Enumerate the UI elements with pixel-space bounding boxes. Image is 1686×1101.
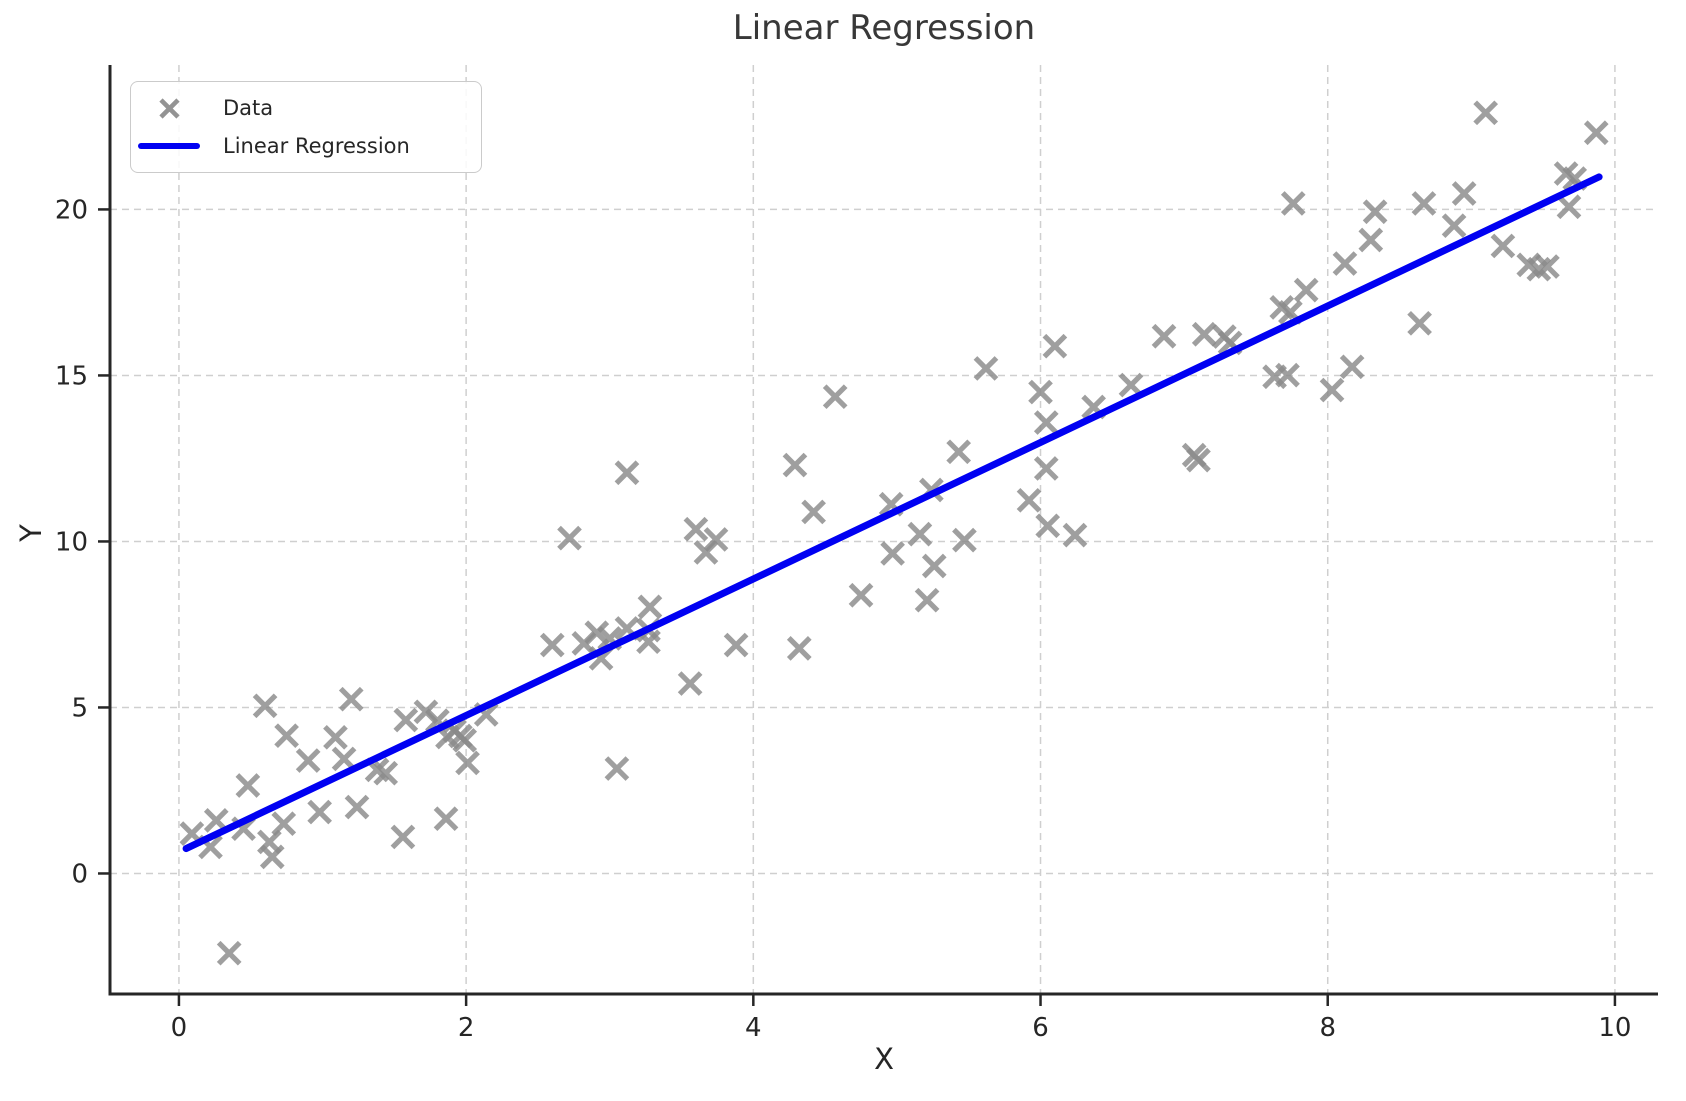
y-axis-label: Y xyxy=(14,524,48,542)
y-tick-label: 0 xyxy=(71,859,88,889)
data-point-marker xyxy=(295,748,321,773)
data-point-marker xyxy=(614,460,640,486)
data-point-marker xyxy=(1293,277,1319,303)
data-point-marker xyxy=(1033,410,1059,435)
data-point-marker xyxy=(914,587,940,613)
data-point-marker xyxy=(259,844,285,870)
data-point-marker xyxy=(455,750,480,776)
data-point-marker xyxy=(1028,379,1053,405)
data-point-marker xyxy=(786,636,812,661)
data-point-marker xyxy=(723,632,749,658)
y-tick-label: 20 xyxy=(55,195,88,225)
x-tick-label: 6 xyxy=(1032,1013,1049,1043)
data-point-marker xyxy=(307,799,332,825)
legend-item-data: Data xyxy=(131,89,481,127)
data-point-marker xyxy=(1016,487,1042,513)
data-point-marker xyxy=(390,824,416,850)
data-point-marker xyxy=(637,594,663,620)
data-point-marker xyxy=(252,693,278,719)
legend: Data Linear Regression xyxy=(130,81,482,173)
data-point-marker xyxy=(1407,310,1432,336)
data-point-marker xyxy=(1358,227,1384,253)
data-point-marker xyxy=(539,632,565,658)
x-tick-label: 8 xyxy=(1319,1013,1336,1043)
data-point-marker xyxy=(1411,191,1437,216)
data-point-marker xyxy=(880,541,905,566)
y-tick-label: 5 xyxy=(71,693,88,723)
y-tick-label: 10 xyxy=(55,527,88,557)
x-axis-label: X xyxy=(874,1042,894,1076)
data-point-marker xyxy=(338,686,364,712)
data-point-marker xyxy=(907,521,933,547)
data-point-marker xyxy=(344,794,370,820)
data-point-marker xyxy=(1583,120,1609,146)
legend-item-regression: Linear Regression xyxy=(131,127,481,165)
data-point-marker xyxy=(1556,194,1582,220)
data-point-marker xyxy=(1042,333,1068,359)
data-point-marker xyxy=(1490,233,1516,259)
data-point-marker xyxy=(1062,522,1088,548)
data-point-marker xyxy=(1151,323,1177,349)
x-tick-label: 2 xyxy=(458,1013,475,1043)
data-point-marker xyxy=(433,806,459,832)
data-point-marker xyxy=(274,723,299,749)
data-point-marker xyxy=(1473,100,1499,126)
legend-label-data: Data xyxy=(223,96,274,120)
data-point-marker xyxy=(683,516,709,542)
data-point-marker xyxy=(452,727,478,753)
data-point-marker xyxy=(604,756,630,781)
data-point-marker xyxy=(331,746,357,772)
data-point-marker xyxy=(1280,191,1306,216)
data-point-marker xyxy=(1191,321,1217,347)
chart-title: Linear Regression xyxy=(732,8,1036,48)
data-point-marker xyxy=(216,940,242,966)
data-point-marker xyxy=(584,620,610,646)
data-point-marker xyxy=(1535,254,1560,279)
data-point-marker xyxy=(946,439,972,465)
data-point-marker xyxy=(323,725,348,750)
data-point-marker xyxy=(848,582,874,608)
data-point-marker xyxy=(235,773,261,798)
data-point-marker xyxy=(393,707,419,733)
legend-label-regression: Linear Regression xyxy=(223,134,410,158)
data-point-marker xyxy=(1362,199,1388,225)
line-swatch-icon xyxy=(131,142,207,150)
x-tick-label: 10 xyxy=(1598,1013,1631,1043)
data-point-marker xyxy=(703,527,729,552)
data-point-marker xyxy=(677,671,703,696)
data-point-marker xyxy=(1441,213,1467,239)
data-point-marker xyxy=(973,356,999,381)
data-point-marker xyxy=(921,553,947,579)
regression-line xyxy=(182,173,1603,853)
data-point-marker xyxy=(1332,251,1358,276)
x-tick-label: 4 xyxy=(745,1013,762,1043)
data-point-marker xyxy=(952,527,977,553)
data-point-marker xyxy=(801,499,826,525)
data-point-marker xyxy=(1339,354,1365,380)
x-marker-icon xyxy=(131,95,207,122)
data-point-marker xyxy=(1275,362,1300,388)
y-tick-label: 15 xyxy=(55,361,88,391)
data-point-marker xyxy=(1118,372,1144,398)
data-point-marker xyxy=(271,811,297,837)
x-tick-label: 0 xyxy=(171,1013,188,1043)
data-point-marker xyxy=(1186,447,1211,473)
data-point-marker xyxy=(822,384,848,410)
data-point-marker xyxy=(373,760,399,786)
data-point-marker xyxy=(557,525,582,551)
data-point-marker xyxy=(1035,513,1061,539)
data-point-marker xyxy=(1033,456,1059,481)
data-point-marker xyxy=(782,452,808,478)
data-point-marker xyxy=(1319,377,1345,403)
data-point-marker xyxy=(1451,181,1477,206)
